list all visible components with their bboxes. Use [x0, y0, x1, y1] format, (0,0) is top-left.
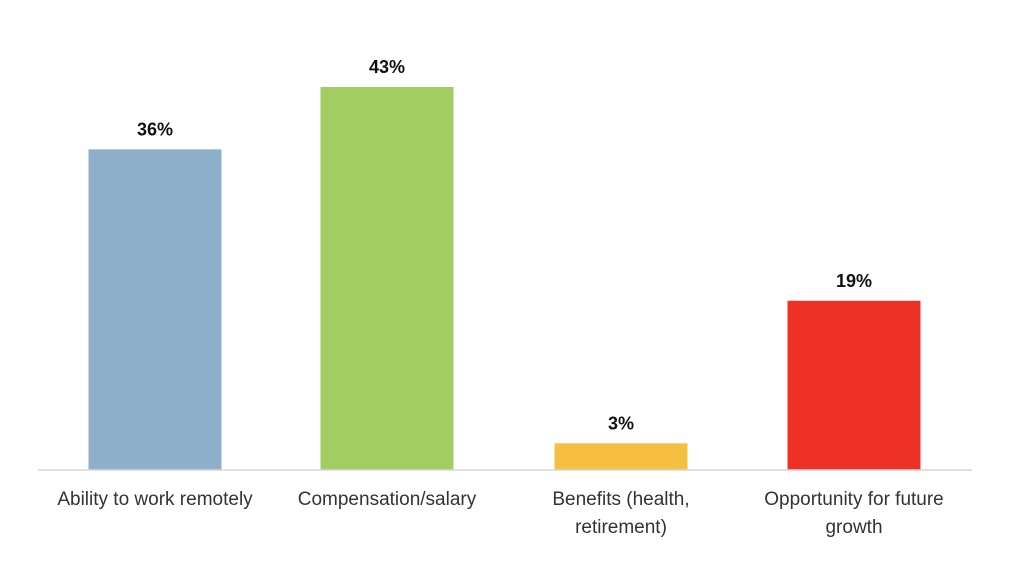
data-label-3: 19% — [836, 271, 872, 291]
bar-1 — [320, 87, 454, 470]
category-labels-layer: Ability to work remotely Compensation/sal… — [57, 489, 943, 538]
bar-3 — [787, 300, 921, 470]
bars-layer — [88, 87, 921, 471]
category-label-0: Ability to work remotely — [57, 489, 253, 510]
data-label-0: 36% — [137, 119, 173, 139]
data-labels-layer: 36% 43% 3% 19% — [137, 57, 872, 433]
bar-0 — [88, 149, 222, 471]
category-label-3-line-0: Opportunity for future — [764, 489, 944, 510]
data-label-1: 43% — [369, 57, 405, 77]
category-label-1: Compensation/salary — [298, 489, 477, 510]
category-label-2-line-0: Benefits (health, — [552, 489, 689, 510]
category-label-2-line-1: retirement) — [575, 517, 667, 538]
data-label-2: 3% — [608, 413, 634, 433]
bar-2 — [554, 443, 688, 470]
category-label-3-line-1: growth — [825, 517, 882, 538]
